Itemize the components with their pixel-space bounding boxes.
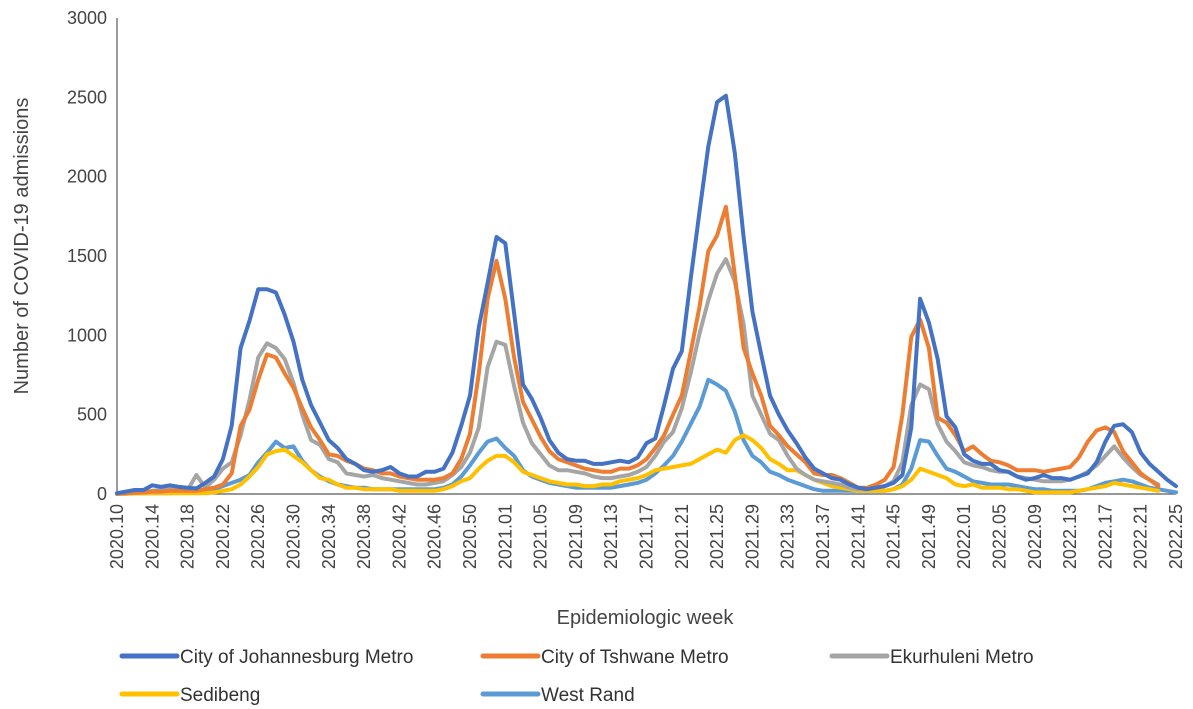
x-tick-label: 2022.01 bbox=[954, 504, 974, 569]
x-tick-label: 2020.30 bbox=[284, 504, 304, 569]
series-line-sedibeng bbox=[115, 433, 1161, 496]
legend-item: Ekurhuleni Metro bbox=[829, 647, 1034, 668]
legend-label: West Rand bbox=[541, 685, 635, 706]
legend-item: City of Johannesburg Metro bbox=[119, 647, 413, 668]
x-tick-label: 2020.42 bbox=[389, 504, 409, 569]
x-tick-label: 2020.34 bbox=[319, 504, 339, 569]
series-line-city-of-tshwane-metro bbox=[115, 204, 1161, 496]
x-tick-label: 2021.17 bbox=[637, 504, 657, 569]
x-tick-label: 2022.21 bbox=[1131, 504, 1151, 569]
x-tick-label: 2021.13 bbox=[601, 504, 621, 569]
series-line-west-rand bbox=[115, 377, 1178, 496]
x-tick-labels: 2020.10 2020.14 2020.18 2020.22 2020.26 2020.… bbox=[107, 504, 1186, 569]
legend-label: City of Tshwane Metro bbox=[541, 647, 729, 668]
y-tick-label: 1500 bbox=[67, 246, 107, 266]
x-tick-label: 2020.18 bbox=[178, 504, 198, 569]
y-tick-label: 3000 bbox=[67, 8, 107, 28]
y-tick-label: 500 bbox=[77, 405, 107, 425]
x-tick-label: 2021.01 bbox=[495, 504, 515, 569]
legend-label: City of Johannesburg Metro bbox=[180, 647, 413, 668]
x-tick-label: 2020.38 bbox=[354, 504, 374, 569]
legend: City of Johannesburg Metro City of Tshwan… bbox=[119, 647, 1034, 706]
y-tick-label: 2500 bbox=[67, 87, 107, 107]
x-tick-label: 2021.37 bbox=[813, 504, 833, 569]
y-tick-label: 2000 bbox=[67, 167, 107, 187]
x-axis-title: Epidemiologic week bbox=[557, 607, 735, 629]
x-tick-label: 2022.17 bbox=[1095, 504, 1115, 569]
x-axis: 2020.10 2020.14 2020.18 2020.22 2020.26 2020.… bbox=[107, 493, 1186, 569]
x-tick-label: 2020.46 bbox=[425, 504, 445, 569]
x-tick-label: 2020.26 bbox=[248, 504, 268, 569]
series-line-ekurhuleni-metro bbox=[115, 257, 1161, 496]
x-tick-label: 2022.13 bbox=[1060, 504, 1080, 569]
series-line-city-of-johannesburg-metro bbox=[115, 93, 1178, 496]
x-tick-label: 2020.10 bbox=[107, 504, 127, 569]
x-tick-label: 2021.45 bbox=[884, 504, 904, 569]
y-axis: 0 500 1000 1500 2000 2500 3000 bbox=[67, 8, 118, 504]
x-tick-label: 2020.22 bbox=[213, 504, 233, 569]
x-tick-label: 2021.33 bbox=[778, 504, 798, 569]
x-tick-label: 2021.05 bbox=[531, 504, 551, 569]
x-tick-label: 2021.21 bbox=[672, 504, 692, 569]
x-tick-label: 2022.05 bbox=[990, 504, 1010, 569]
x-tick-label: 2022.09 bbox=[1025, 504, 1045, 569]
legend-label: Ekurhuleni Metro bbox=[890, 647, 1034, 668]
x-tick-label: 2021.29 bbox=[742, 504, 762, 569]
series-lines bbox=[115, 93, 1178, 496]
y-axis-title: Number of COVID-19 admissions bbox=[11, 98, 33, 395]
y-tick-labels: 0 500 1000 1500 2000 2500 3000 bbox=[67, 8, 107, 504]
x-tick-label: 2021.25 bbox=[707, 504, 727, 569]
legend-item: City of Tshwane Metro bbox=[480, 647, 729, 668]
x-tick-label: 2022.25 bbox=[1166, 504, 1186, 569]
x-tick-label: 2021.49 bbox=[919, 504, 939, 569]
y-tick-label: 0 bbox=[97, 484, 107, 504]
x-tick-label: 2020.14 bbox=[142, 504, 162, 569]
x-tick-label: 2021.41 bbox=[848, 504, 868, 569]
legend-item: West Rand bbox=[480, 685, 635, 706]
legend-label: Sedibeng bbox=[180, 685, 260, 706]
y-tick-label: 1000 bbox=[67, 325, 107, 345]
x-tick-label: 2021.09 bbox=[566, 504, 586, 569]
legend-item: Sedibeng bbox=[119, 685, 260, 706]
x-tick-label: 2020.50 bbox=[460, 504, 480, 569]
